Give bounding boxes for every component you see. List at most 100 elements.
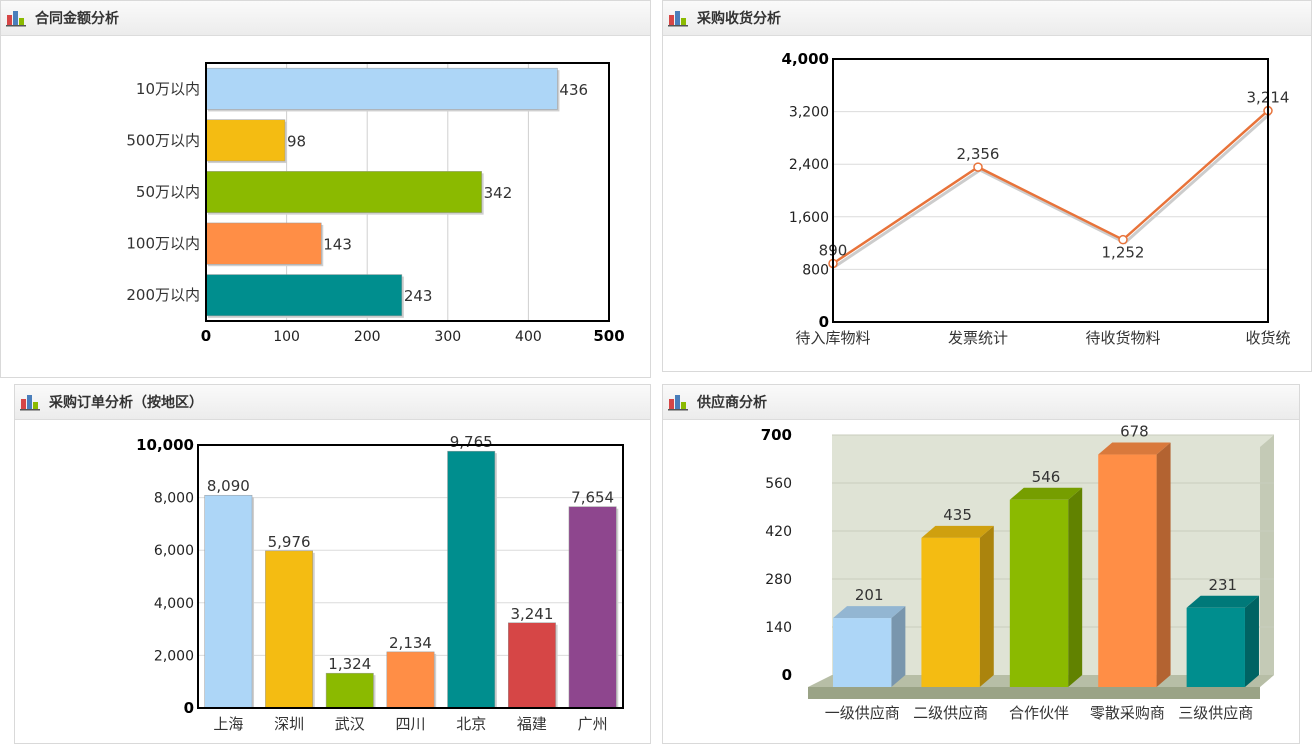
supplier-panel: 供应商分析 0 140 280 420 560 700 201 一级供应商 435 二级供应商 54… — [662, 384, 1300, 744]
x-tick-label: 100 — [273, 329, 300, 345]
y-tick-label: 0 — [782, 666, 792, 684]
x-tick-label: 500 — [593, 327, 624, 345]
y-tick-label: 1,600 — [789, 210, 829, 226]
y-tick-label: 2,400 — [789, 157, 829, 173]
y-tick-label: 4,000 — [782, 50, 829, 68]
data-label: 546 — [1032, 468, 1061, 486]
y-tick-label: 280 — [765, 572, 792, 588]
data-label: 342 — [484, 184, 513, 202]
contract-amount-panel: 合同金额分析 0 100 200 300 400 500 10万以内 436 500万以内 98 5… — [0, 0, 651, 378]
bar — [205, 67, 558, 110]
x-category-label: 上海 — [213, 715, 243, 733]
y-tick-label: 0 — [184, 699, 194, 717]
x-category-label: 一级供应商 — [825, 704, 900, 722]
data-label: 1,252 — [1102, 244, 1145, 262]
data-label: 7,654 — [571, 489, 614, 507]
x-tick-label: 400 — [515, 329, 542, 345]
data-label: 143 — [323, 236, 352, 254]
y-tick-label: 6,000 — [154, 543, 194, 559]
y-tick-label: 3,200 — [789, 105, 829, 121]
purchase-order-chart: 0 2,000 4,000 6,000 8,000 10,000 8,090 上海 5,976 深… — [136, 433, 624, 733]
x-category-label: 待收货物料 — [1085, 329, 1160, 347]
plot-frame — [832, 58, 1269, 323]
line-shadow — [834, 112, 1271, 268]
purchase-order-panel: 采购订单分析（按地区） 0 2,000 4,000 6,000 8,000 10,000 8… — [14, 384, 651, 744]
y-tick-label: 420 — [765, 524, 792, 540]
data-label: 2,134 — [389, 634, 432, 652]
data-label: 1,324 — [328, 655, 371, 673]
bar — [205, 222, 322, 265]
bar — [1009, 499, 1069, 687]
y-tick-label: 140 — [765, 620, 792, 636]
bar — [265, 550, 313, 709]
y-tick-label: 8,000 — [154, 491, 194, 507]
receiving-panel: 采购收货分析 0 800 1,600 2,400 3,200 4,000 890 待入库物料 2… — [662, 0, 1312, 372]
data-label: 98 — [287, 132, 306, 150]
chart-icon — [6, 11, 26, 27]
panel-title: 采购订单分析（按地区） — [49, 395, 203, 411]
data-point — [1118, 234, 1128, 245]
x-category-label: 广州 — [578, 715, 608, 733]
panel-header: 采购订单分析（按地区） — [15, 385, 650, 420]
y-tick-label: 10,000 — [136, 436, 194, 454]
bar — [833, 618, 892, 687]
panel-header: 供应商分析 — [663, 385, 1299, 420]
x-category-label: 发票统计 — [948, 329, 1008, 347]
x-category-label: 合作伙伴 — [1009, 704, 1069, 722]
bar-side — [1068, 487, 1083, 687]
bar — [386, 651, 435, 709]
data-label: 8,090 — [207, 477, 250, 495]
bar — [205, 119, 286, 162]
data-label: 243 — [404, 287, 433, 305]
y-tick-label: 800 — [802, 262, 829, 278]
supplier-chart: 0 140 280 420 560 700 201 一级供应商 435 二级供应商 546 合作伙伴 6… — [761, 423, 1274, 722]
plot-side-wall — [1260, 435, 1274, 687]
y-tick-label: 560 — [765, 476, 792, 492]
data-label: 678 — [1120, 423, 1149, 441]
bar — [568, 506, 617, 709]
series-line — [832, 109, 1269, 265]
bar-top — [1098, 442, 1171, 455]
panel-header: 采购收货分析 — [663, 1, 1311, 36]
data-label: 9,765 — [450, 433, 493, 451]
y-tick-label: 700 — [761, 426, 792, 444]
x-category-label: 零散采购商 — [1090, 704, 1165, 722]
x-category-label: 二级供应商 — [913, 704, 988, 722]
bar-top — [921, 525, 994, 538]
bar-side — [891, 606, 906, 687]
bar — [447, 450, 496, 709]
panel-title: 合同金额分析 — [35, 11, 119, 27]
y-category-label: 100万以内 — [126, 235, 200, 253]
data-label: 435 — [943, 506, 972, 524]
y-category-label: 50万以内 — [136, 183, 200, 201]
bar — [205, 171, 482, 213]
receiving-chart: 08001,6002,4003,2004,000890待入库物料2,356发票统… — [782, 50, 1291, 347]
x-category-label: 深圳 — [274, 715, 304, 733]
chart-icon — [668, 395, 688, 411]
y-tick-label: 0 — [819, 313, 829, 331]
bar-top — [1186, 595, 1259, 608]
x-category-label: 福建 — [517, 715, 547, 733]
bar — [508, 622, 556, 709]
x-category-label: 北京 — [456, 715, 486, 733]
x-category-label: 待入库物料 — [795, 329, 870, 347]
plot-frame — [197, 444, 624, 709]
chart-icon — [20, 395, 40, 411]
bar-top — [1009, 487, 1083, 500]
bar — [1186, 607, 1245, 687]
data-label: 201 — [855, 586, 884, 604]
panel-title: 供应商分析 — [697, 395, 767, 411]
x-tick-label: 300 — [434, 329, 461, 345]
data-label: 231 — [1208, 576, 1237, 594]
bar — [204, 494, 253, 709]
y-category-label: 200万以内 — [126, 286, 200, 304]
data-label: 2,356 — [957, 145, 1000, 163]
bar — [205, 274, 403, 317]
x-category-label: 三级供应商 — [1178, 704, 1253, 722]
y-tick-label: 4,000 — [154, 596, 194, 612]
x-category-label: 武汉 — [335, 715, 365, 733]
bar — [1098, 454, 1157, 687]
bar — [921, 537, 980, 687]
plot-frame — [205, 62, 610, 322]
plot-floor-edge — [808, 687, 1260, 699]
